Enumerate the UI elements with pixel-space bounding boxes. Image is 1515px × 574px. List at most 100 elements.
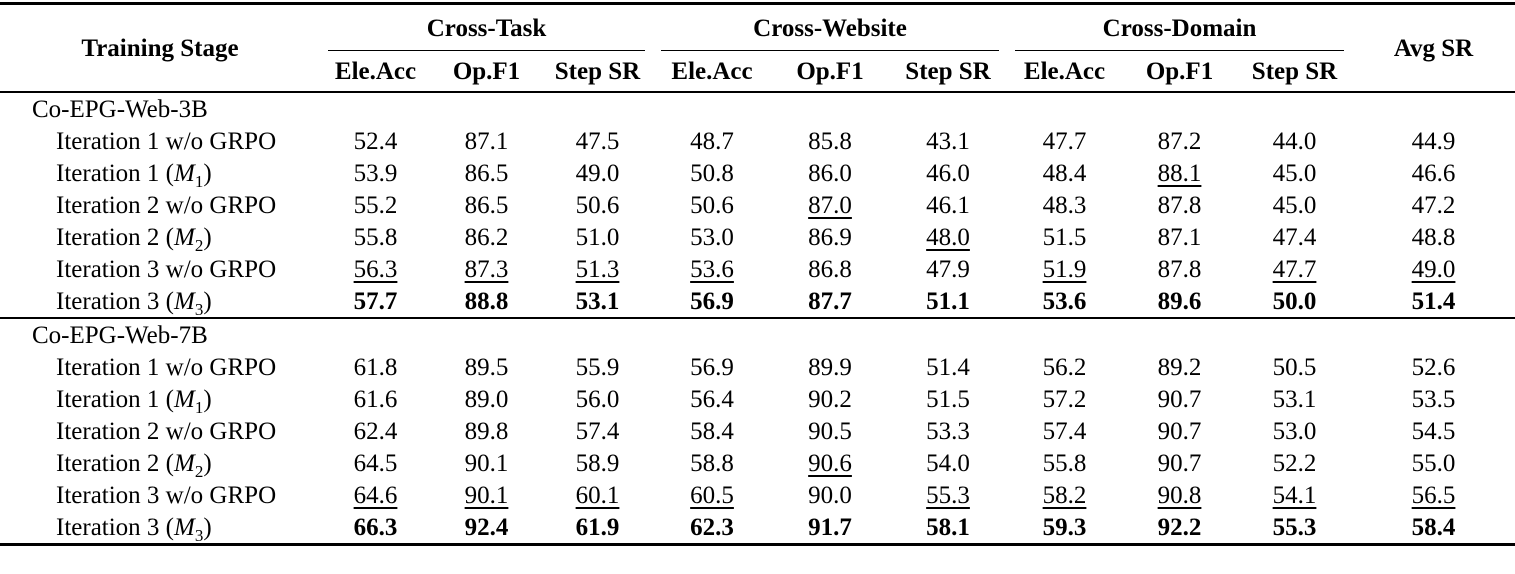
metric-value: 58.8: [690, 449, 734, 477]
section-title: Co-EPG-Web-3B: [32, 95, 208, 123]
col-header-cross-domain-step-sr: Step SR: [1237, 51, 1353, 93]
row-label: Iteration 1 w/o GRPO: [0, 351, 320, 383]
row-label: Iteration 1 w/o GRPO: [0, 125, 320, 157]
metric-value: 51.5: [1042, 223, 1087, 251]
metric-value: 89.6: [1157, 287, 1202, 315]
metric-value: 87.2: [1157, 127, 1202, 155]
metric-value: 55.0: [1411, 449, 1456, 477]
metric-value: 45.0: [1272, 191, 1317, 219]
metric-value: 55.8: [1042, 449, 1087, 477]
metric-value: 89.9: [808, 353, 852, 381]
row-label-sub: 1: [194, 171, 204, 191]
row-label: Iteration 3 (M3): [0, 285, 320, 318]
metric-value: 87.1: [464, 127, 509, 155]
metric-value: 56.9: [690, 287, 734, 315]
metric-value: 47.9: [926, 255, 970, 283]
table-row: Iteration 1 (M1) 53.9 86.5 49.0 50.8 86.0 46.0…: [0, 157, 1515, 191]
col-header-avg-sr: Avg SR: [1352, 3, 1515, 93]
metric-value: 46.1: [926, 191, 970, 219]
metric-value: 51.9: [1042, 255, 1087, 283]
metric-value: 49.0: [575, 159, 620, 187]
col-group-cross-domain: Cross-Domain: [1007, 4, 1352, 52]
metric-value: 57.4: [575, 417, 620, 445]
metric-value: 53.5: [1411, 385, 1456, 413]
metric-value: 53.0: [1272, 417, 1317, 445]
row-label-prefix: Iteration 3 (: [56, 513, 175, 541]
results-table: Training Stage Cross-Task Cross-Website …: [0, 2, 1515, 546]
table-row: Iteration 2 w/o GRPO 55.2 86.5 50.6 50.6 87.0…: [0, 189, 1515, 221]
row-label-sub: 2: [194, 461, 204, 481]
row-label-prefix: Iteration 1 w/o GRPO: [56, 127, 277, 155]
row-label-math: M: [174, 159, 195, 187]
metric-value: 90.0: [808, 481, 852, 509]
row-label: Iteration 3 (M3): [0, 511, 320, 546]
metric-value: 50.6: [690, 191, 734, 219]
metric-value: 87.3: [464, 255, 509, 283]
metric-value: 86.8: [808, 255, 852, 283]
metric-value: 52.2: [1272, 449, 1317, 477]
metric-value: 87.7: [808, 287, 852, 315]
row-label-math: M: [174, 513, 195, 541]
metric-value: 59.3: [1007, 511, 1123, 546]
metric-value: 90.5: [808, 417, 852, 445]
metric-value: 60.1: [575, 481, 620, 509]
metric-value: 55.9: [575, 353, 620, 381]
metric-value: 89.2: [1157, 353, 1202, 381]
row-label-suffix: ): [203, 513, 212, 541]
row-label-prefix: Iteration 2 (: [56, 449, 175, 477]
table-row: Iteration 1 (M1) 61.6 89.0 56.0 56.4 90.2 51.5…: [0, 383, 1515, 417]
metric-value: 50.5: [1272, 353, 1317, 381]
metric-value: 54.1: [1272, 481, 1317, 509]
metric-value: 90.7: [1157, 449, 1202, 477]
metric-value: 57.7: [353, 287, 398, 315]
col-header-cross-website-step-sr: Step SR: [889, 51, 1008, 93]
metric-value: 47.7: [1272, 255, 1317, 283]
metric-value: 48.3: [1042, 191, 1087, 219]
table-body: Co-EPG-Web-3B Iteration 1 w/o GRPO 52.4 87.…: [0, 92, 1515, 546]
table-row: Iteration 3 (M3) 66.3 92.4 61.9 62.3 91.7 58.1…: [0, 511, 1515, 546]
metric-value: 62.3: [653, 511, 772, 546]
metric-value: 56.5: [1411, 481, 1456, 509]
metric-value: 53.3: [926, 417, 970, 445]
metric-value: 87.0: [808, 191, 852, 219]
metric-value: 44.9: [1411, 127, 1456, 155]
row-label-math: M: [174, 449, 195, 477]
metric-value: 88.8: [464, 287, 509, 315]
row-label-math: M: [174, 287, 195, 315]
metric-value: 90.1: [464, 449, 509, 477]
metric-value: 89.5: [464, 353, 509, 381]
table-row: Iteration 3 (M3) 57.7 88.8 53.1 56.9 87.7 51.1…: [0, 285, 1515, 318]
metric-value: 43.1: [926, 127, 970, 155]
metric-value: 51.1: [926, 287, 970, 315]
row-label: Iteration 2 w/o GRPO: [0, 189, 320, 221]
col-header-cross-website-ele-acc: Ele.Acc: [653, 51, 772, 93]
metric-value: 90.7: [1157, 385, 1202, 413]
metric-value: 53.6: [1042, 287, 1087, 315]
metric-value: 50.6: [575, 191, 620, 219]
metric-value: 86.5: [464, 159, 509, 187]
metric-value: 55.2: [353, 191, 398, 219]
metric-value: 44.0: [1272, 127, 1317, 155]
metric-value: 58.1: [889, 511, 1008, 546]
row-label: Iteration 2 (M2): [0, 221, 320, 254]
row-label-sub: 1: [194, 397, 204, 417]
table-row: Iteration 1 w/o GRPO 52.4 87.1 47.5 48.7 85.8…: [0, 125, 1515, 157]
metric-value: 61.6: [353, 385, 398, 413]
metric-value: 58.2: [1042, 481, 1087, 509]
metric-value: 90.8: [1157, 481, 1202, 509]
metric-value: 64.6: [353, 481, 398, 509]
metric-value: 91.7: [771, 511, 890, 546]
col-header-cross-task-ele-acc: Ele.Acc: [320, 51, 431, 93]
metric-value: 90.6: [808, 449, 852, 477]
metric-value: 86.5: [464, 191, 509, 219]
metric-value: 46.0: [926, 159, 970, 187]
metric-value: 58.4: [690, 417, 734, 445]
metric-value: 61.9: [542, 511, 654, 546]
metric-value: 55.3: [1237, 511, 1353, 546]
metric-value: 89.8: [464, 417, 509, 445]
metric-value: 46.6: [1411, 159, 1456, 187]
metric-value: 47.7: [1042, 127, 1087, 155]
section-header-row: Co-EPG-Web-3B: [0, 92, 1515, 125]
metric-value: 87.8: [1157, 255, 1202, 283]
